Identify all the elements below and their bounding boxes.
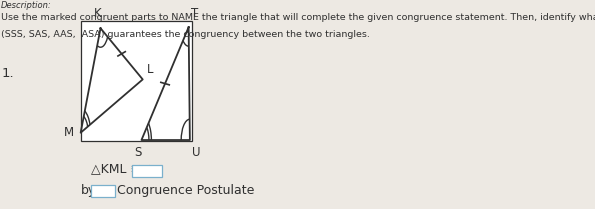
Text: U: U [192, 146, 200, 159]
Text: Congruence Postulate: Congruence Postulate [117, 184, 254, 197]
Text: L: L [146, 63, 153, 76]
Text: Description:: Description: [1, 1, 52, 10]
Text: (SSS, SAS, AAS,  ASA) guarantees the congruency between the two triangles.: (SSS, SAS, AAS, ASA) guarantees the cong… [1, 30, 370, 39]
Text: M: M [64, 126, 74, 139]
Text: Use the marked congruent parts to NAME the triangle that will complete the given: Use the marked congruent parts to NAME t… [1, 13, 595, 22]
Text: S: S [134, 146, 142, 159]
FancyBboxPatch shape [91, 185, 115, 197]
Text: K: K [94, 7, 102, 20]
FancyBboxPatch shape [132, 165, 162, 177]
Bar [81, 21, 192, 141]
Text: 1.: 1. [1, 67, 14, 80]
Text: by: by [81, 184, 96, 197]
Text: T: T [190, 7, 198, 20]
Text: △KML ≅ △: △KML ≅ △ [90, 162, 154, 175]
